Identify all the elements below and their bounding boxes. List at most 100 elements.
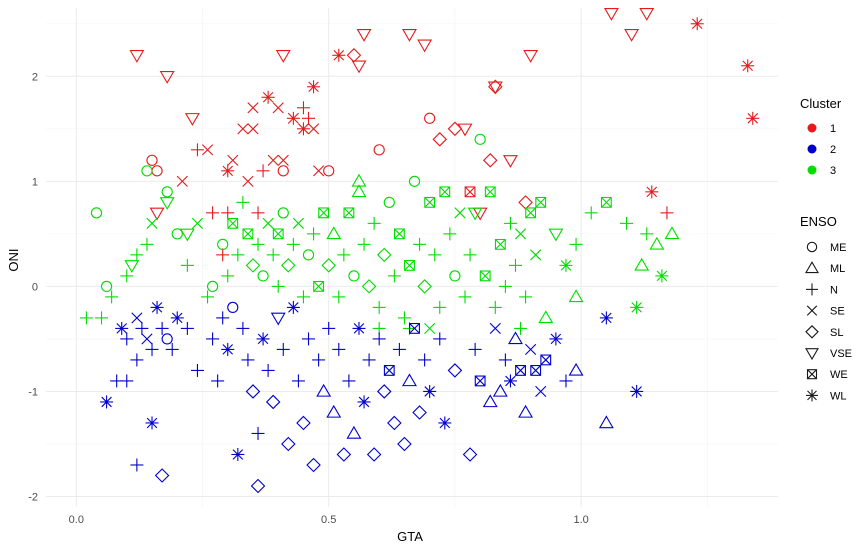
data-point	[508, 258, 522, 272]
data-point	[630, 300, 644, 314]
legend-enso-swatch	[805, 261, 819, 274]
data-point	[277, 165, 289, 177]
legend-cluster: Cluster 1 2 3	[800, 96, 842, 177]
data-point	[149, 207, 165, 221]
y-axis-title: ONI	[6, 248, 21, 271]
data-point	[387, 415, 402, 431]
data-point	[357, 395, 371, 409]
data-point	[276, 342, 290, 356]
data-point	[418, 353, 432, 367]
x-tick-label: 0.5	[321, 514, 336, 526]
data-point	[159, 71, 175, 84]
data-point	[245, 258, 261, 273]
data-point	[141, 333, 153, 345]
data-point	[302, 332, 316, 346]
data-point	[620, 216, 634, 230]
data-point	[367, 216, 381, 230]
legend-enso-swatch	[805, 325, 819, 339]
data-point	[247, 102, 259, 114]
legend-enso-label: ML	[830, 263, 845, 275]
data-point	[482, 394, 498, 408]
data-point	[559, 258, 573, 272]
data-point	[115, 321, 129, 335]
data-point	[307, 123, 320, 135]
data-point	[346, 425, 362, 439]
data-point	[180, 321, 194, 335]
data-point	[392, 342, 406, 356]
data-point	[165, 342, 179, 356]
data-point	[525, 343, 537, 356]
data-point	[307, 227, 321, 241]
data-point	[342, 374, 356, 388]
data-point	[548, 228, 564, 242]
data-point	[257, 270, 269, 282]
data-point	[231, 447, 245, 461]
data-point	[306, 457, 321, 473]
data-point	[171, 228, 183, 240]
data-point	[503, 374, 517, 388]
x-tick-label: 0.0	[69, 514, 84, 526]
data-point	[130, 458, 144, 472]
data-point	[236, 321, 250, 335]
data-point	[135, 321, 149, 335]
data-point	[277, 154, 289, 166]
data-point	[120, 332, 134, 346]
legend-enso-label: N	[830, 284, 838, 296]
data-point	[332, 290, 346, 304]
data-point	[484, 186, 496, 198]
data-point	[206, 280, 219, 293]
data-point	[321, 258, 336, 273]
data-point	[286, 237, 300, 251]
data-point	[417, 39, 433, 53]
x-axis-title: GTA	[397, 529, 423, 544]
data-point	[603, 8, 619, 21]
data-point	[351, 173, 367, 187]
legend-cluster-label: 2	[830, 144, 836, 156]
data-point	[141, 165, 153, 177]
data-point	[479, 270, 491, 282]
data-point	[250, 478, 266, 494]
data-point	[361, 279, 377, 294]
data-point	[151, 165, 163, 177]
data-point	[482, 153, 498, 168]
y-tick-label: 2	[32, 71, 38, 83]
data-point	[146, 154, 158, 166]
data-point	[458, 290, 472, 304]
data-point	[357, 237, 371, 251]
data-point	[272, 228, 284, 240]
data-point	[462, 447, 478, 462]
data-point	[256, 164, 270, 178]
data-point	[161, 186, 173, 198]
data-point	[741, 59, 755, 73]
data-point	[474, 375, 486, 387]
data-point	[568, 289, 584, 303]
data-point	[326, 226, 342, 240]
data-point	[201, 290, 215, 304]
data-point	[221, 342, 235, 356]
data-point	[302, 111, 316, 125]
data-point	[523, 50, 539, 63]
data-point	[191, 217, 204, 229]
data-point	[296, 415, 311, 431]
data-point	[373, 144, 385, 156]
data-point	[366, 447, 382, 462]
y-tick-label: 0	[32, 281, 38, 293]
data-point	[447, 363, 463, 378]
data-point	[489, 322, 501, 334]
data-point	[251, 206, 265, 220]
legend-enso-swatch	[805, 348, 819, 361]
data-point	[184, 113, 200, 126]
data-point	[231, 248, 245, 262]
data-point	[449, 270, 461, 282]
data-point	[159, 197, 175, 210]
data-point	[336, 447, 352, 462]
data-point	[393, 228, 405, 240]
data-point	[286, 111, 300, 125]
data-point	[568, 362, 584, 376]
data-point	[270, 312, 286, 326]
data-point	[352, 321, 366, 335]
data-point	[120, 374, 134, 388]
data-point	[428, 248, 442, 262]
data-point	[332, 342, 346, 356]
data-point	[443, 227, 457, 241]
